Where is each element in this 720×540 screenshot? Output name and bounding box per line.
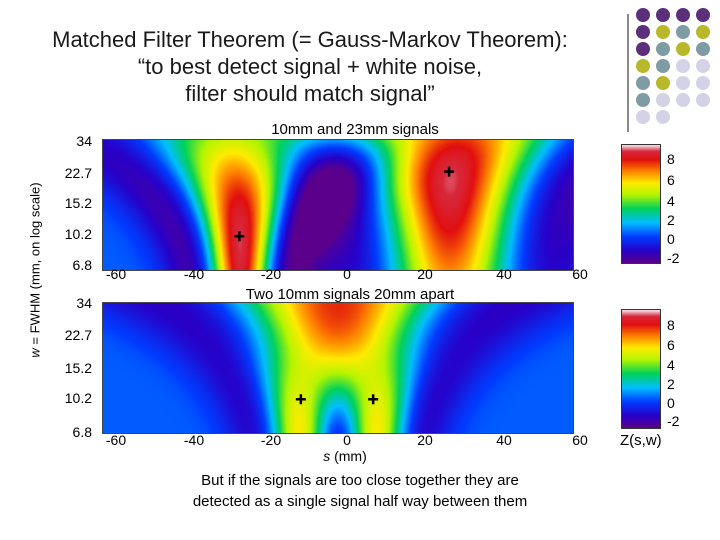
decorative-dot-grid [636, 8, 720, 124]
decorative-dot [636, 59, 650, 73]
panel2-xtick: -20 [260, 432, 282, 448]
y-axis-title-var: w [27, 348, 43, 358]
decorative-dot [676, 25, 690, 39]
decorative-dot [676, 42, 690, 56]
panel2-heatmap [102, 302, 574, 434]
panel2-colorbar [621, 309, 661, 429]
panel1-xtick: -40 [183, 266, 205, 282]
decorative-dot [636, 8, 650, 22]
panel1-title: 10mm and 23mm signals [271, 121, 439, 138]
panel2-title: Two 10mm signals 20mm apart [245, 286, 455, 303]
panel2-xtick: 20 [417, 432, 433, 448]
panel1-colorbar-tick: 8 [667, 151, 675, 167]
panel1-ytick-10.2: 10.2 [64, 226, 92, 242]
decorative-dot [696, 42, 710, 56]
panel1-xtick: 60 [572, 266, 588, 282]
panel1-xtick: -20 [260, 266, 282, 282]
decorative-dot [696, 93, 710, 107]
decorative-dot [696, 76, 710, 90]
decorative-dot [636, 76, 650, 90]
decorative-dot [656, 8, 670, 22]
panel1-ytick-15.2: 15.2 [64, 195, 92, 211]
decorative-dot [656, 93, 670, 107]
decorative-dot [676, 93, 690, 107]
decorative-dot [656, 110, 670, 124]
panel1-xtick: -60 [105, 266, 127, 282]
x-axis-title-rest: (mm) [330, 448, 367, 464]
peak-marker [295, 394, 306, 405]
decorative-dot [636, 42, 650, 56]
decorative-dot [696, 8, 710, 22]
panel1-markers [234, 166, 455, 242]
panel2-xtick: 40 [496, 432, 512, 448]
panel2-ytick-34: 34 [76, 295, 92, 311]
panel2-ytick-22.7: 22.7 [64, 327, 92, 343]
x-axis-title-var: s [323, 448, 331, 464]
panel1-xtick: 20 [417, 266, 433, 282]
panel2-xtick: -60 [105, 432, 127, 448]
panel1-ytick-34: 34 [76, 133, 92, 149]
caption-line-1: But if the signals are too close togethe… [201, 472, 519, 489]
decorative-dot [656, 25, 670, 39]
y-axis-title: w = FWHM (mm, on log scale) [28, 182, 43, 357]
panel2-colorbar-tick: 8 [667, 317, 675, 333]
panel2-colorbar-tick: 6 [667, 337, 675, 353]
panel1-colorbar-tick: 6 [667, 172, 675, 188]
panel2-colorbar-tick: 0 [667, 395, 675, 411]
y-axis-title-rest: = FWHM (mm, on log scale) [27, 182, 43, 349]
panel1-colorbar-tick: 0 [667, 231, 675, 247]
peak-marker [444, 166, 455, 177]
decorative-dot [636, 25, 650, 39]
panel2-ytick-6.8: 6.8 [72, 424, 92, 440]
panel1-colorbar-tick: 4 [667, 193, 675, 209]
panel2-xtick: 0 [343, 432, 351, 448]
panel2-colorbar-tick: -2 [667, 413, 680, 429]
caption: But if the signals are too close togethe… [120, 470, 600, 512]
decorative-dot [636, 110, 650, 124]
panel2-ytick-10.2: 10.2 [64, 390, 92, 406]
panel2-colorbar-tick: 4 [667, 357, 675, 373]
panel1-ytick-22.7: 22.7 [64, 165, 92, 181]
decorative-dot [696, 25, 710, 39]
decorative-dot [676, 8, 690, 22]
decorative-dot [676, 76, 690, 90]
decorative-dot [656, 76, 670, 90]
panel1-heatmap [102, 139, 574, 271]
panel2-colorbar-tick: 2 [667, 376, 675, 392]
title-line-1: Matched Filter Theorem (= Gauss-Markov T… [52, 27, 568, 52]
panel1-ytick-6.8: 6.8 [72, 257, 92, 273]
x-axis-title: s (mm) [300, 448, 390, 464]
slide-title: Matched Filter Theorem (= Gauss-Markov T… [10, 26, 610, 107]
panel1-colorbar [621, 144, 661, 264]
caption-line-2: detected as a single signal half way bet… [192, 493, 528, 510]
panel1-colorbar-tick: -2 [667, 250, 680, 266]
title-line-2: “to best detect signal + white noise, [137, 54, 483, 79]
decorative-divider [627, 14, 629, 132]
peak-marker [368, 394, 379, 405]
panel2-markers [295, 394, 379, 405]
panel1-xtick: 0 [343, 266, 351, 282]
peak-marker [234, 231, 245, 242]
decorative-dot [656, 42, 670, 56]
decorative-dot [656, 59, 670, 73]
panel1-xtick: 40 [496, 266, 512, 282]
decorative-dot [696, 59, 710, 73]
panel2-ytick-15.2: 15.2 [64, 360, 92, 376]
panel1-colorbar-tick: 2 [667, 212, 675, 228]
colorbar-label: Z(s,w) [620, 432, 662, 449]
panel2-xtick: -40 [183, 432, 205, 448]
decorative-dot [636, 93, 650, 107]
title-line-3: filter should match signal” [185, 81, 435, 106]
panel2-xtick: 60 [572, 432, 588, 448]
decorative-dot [676, 59, 690, 73]
